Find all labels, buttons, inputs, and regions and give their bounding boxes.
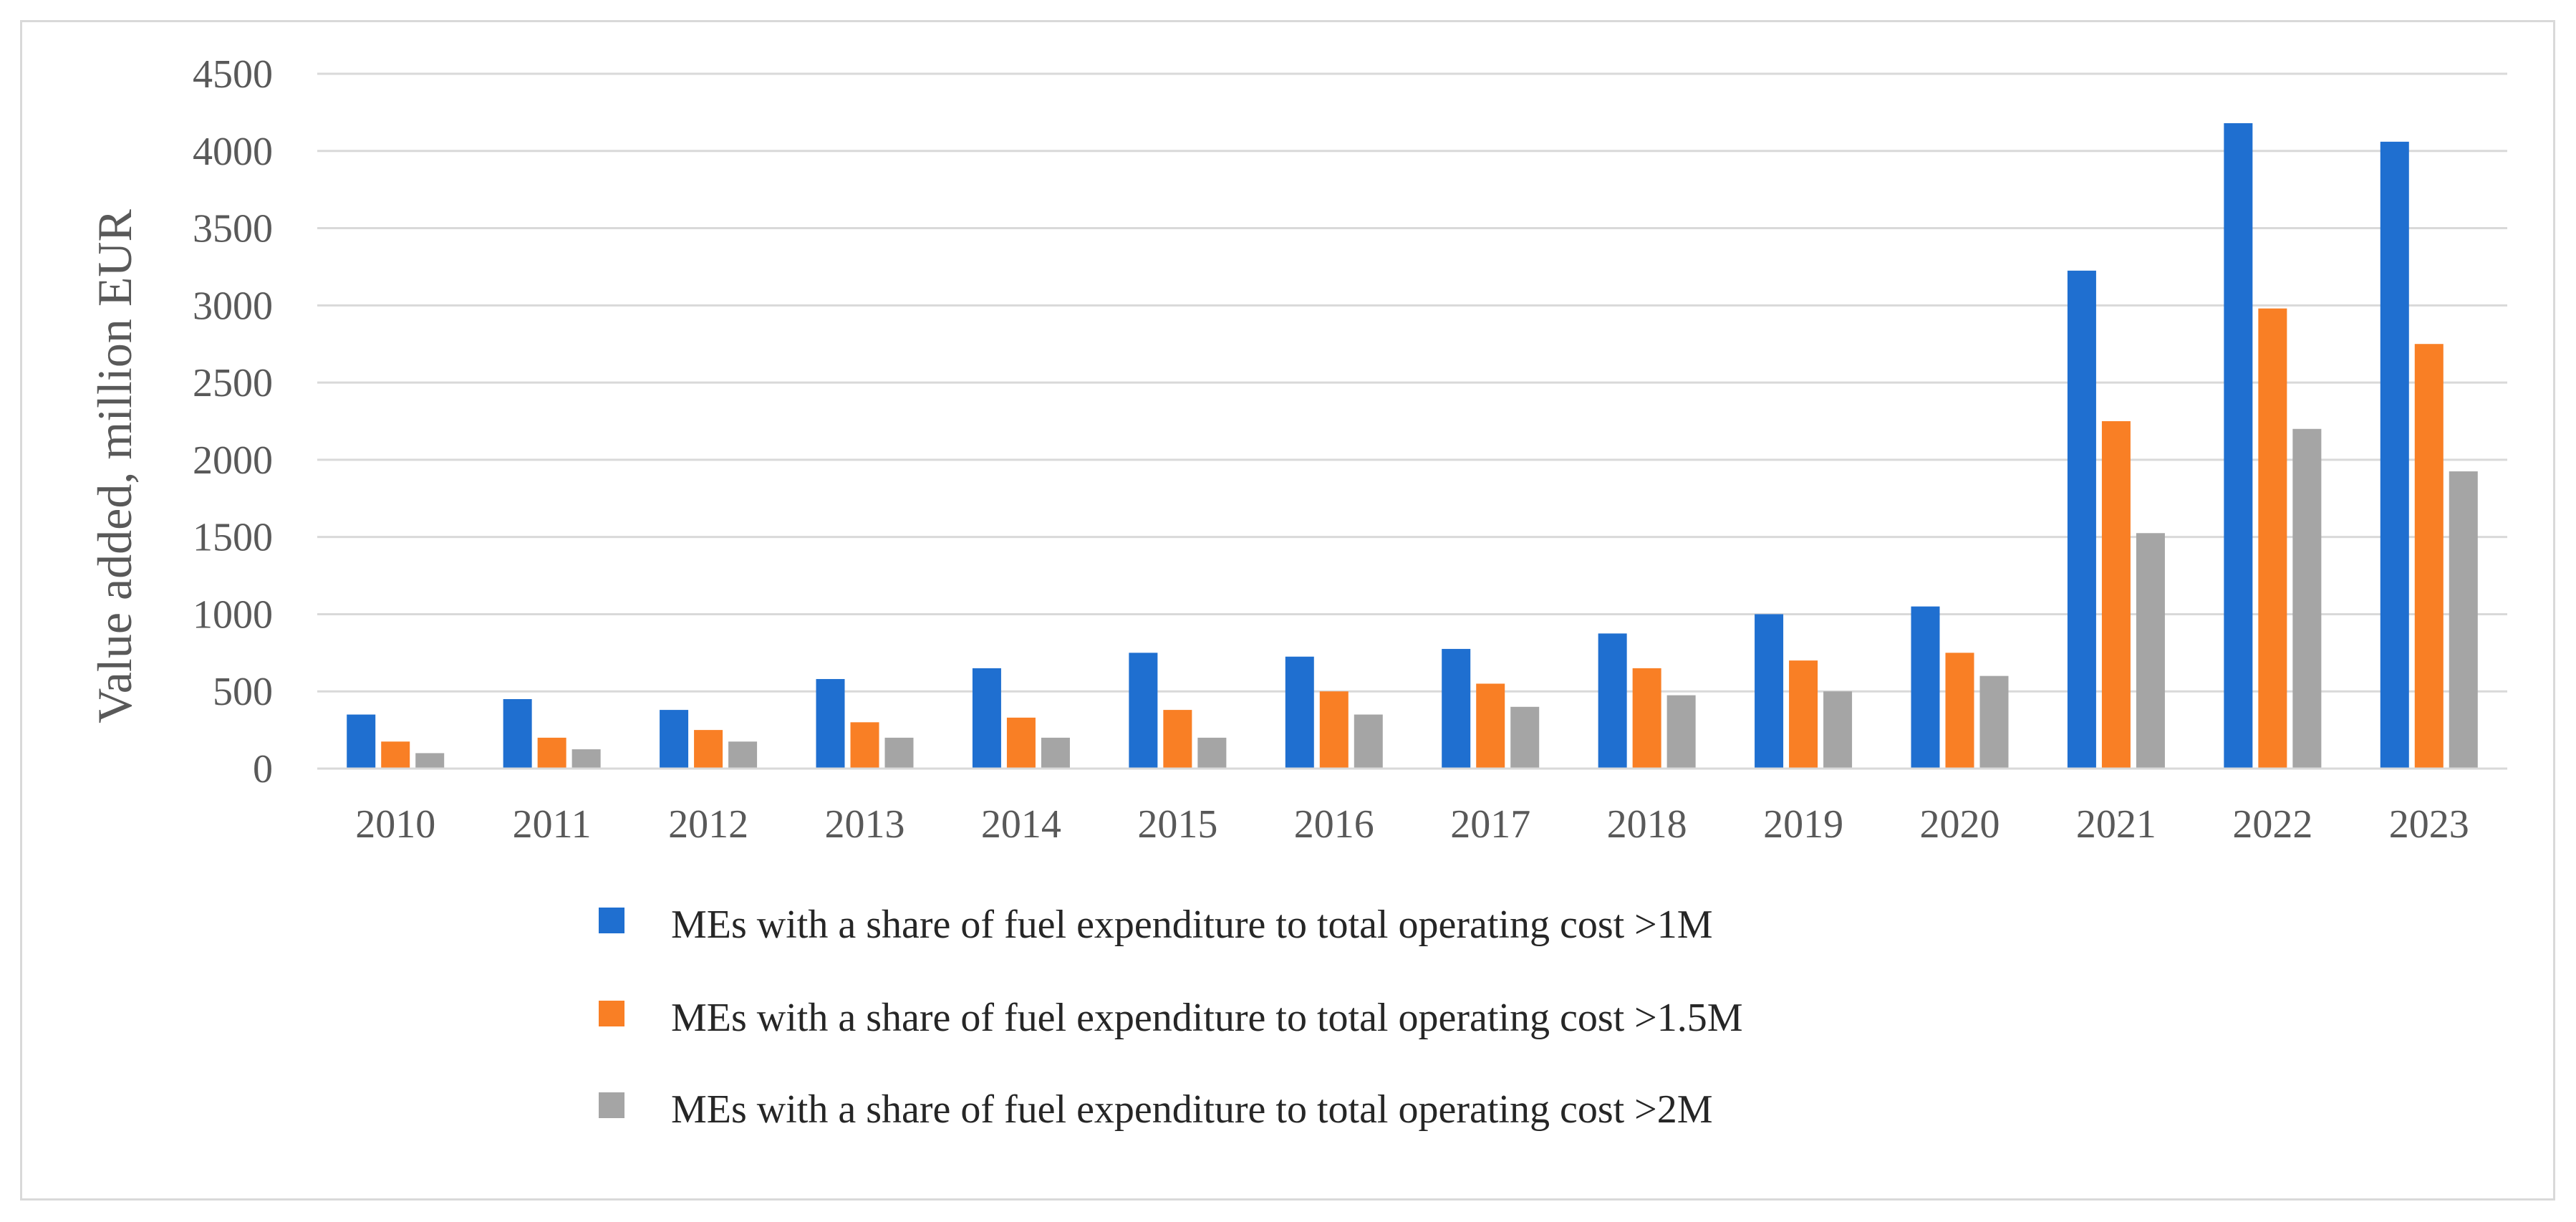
y-tick-labels: 0 500 1000 1500 2000 2500 3000 3500 4000 4500 xyxy=(193,52,273,792)
x-tick-label: 2017 xyxy=(1450,802,1530,847)
bar-2022-series-2 xyxy=(2258,308,2287,769)
bar-2019-series-3 xyxy=(1823,691,1853,769)
bar-2013-series-3 xyxy=(884,737,914,769)
bar-2021-series-1 xyxy=(2067,270,2096,769)
bar-2013-series-2 xyxy=(850,722,879,769)
bar-2014-series-3 xyxy=(1041,737,1070,769)
legend-label-3: MEs with a share of fuel expenditure to … xyxy=(671,1087,1713,1132)
y-tick-label: 1500 xyxy=(193,516,273,560)
gridlines xyxy=(317,72,2507,693)
bar-2011-series-3 xyxy=(571,749,601,769)
y-tick-label: 2500 xyxy=(193,361,273,405)
y-tick-label: 500 xyxy=(213,670,273,714)
y-tick-label: 1000 xyxy=(193,592,273,637)
bar-2022-series-1 xyxy=(2224,122,2253,769)
legend: MEs with a share of fuel expenditure to … xyxy=(599,903,1743,1132)
bar-2019-series-1 xyxy=(1755,614,1784,769)
bar-2014-series-2 xyxy=(1006,717,1036,769)
bar-2012-series-1 xyxy=(660,710,689,769)
x-tick-label: 2011 xyxy=(513,802,592,847)
bar-2011-series-1 xyxy=(503,699,532,769)
bar-2020-series-1 xyxy=(1911,606,1940,769)
x-tick-label: 2010 xyxy=(355,802,435,847)
bar-2016-series-1 xyxy=(1285,656,1314,769)
bar-2012-series-2 xyxy=(694,730,723,769)
bar-2017-series-1 xyxy=(1442,648,1471,769)
bar-2013-series-1 xyxy=(816,678,845,769)
bar-2020-series-3 xyxy=(1979,675,2009,769)
y-tick-label: 0 xyxy=(253,747,273,792)
x-tick-label: 2020 xyxy=(1920,802,2000,847)
x-tick-label: 2023 xyxy=(2389,802,2469,847)
bar-2021-series-2 xyxy=(2101,421,2131,769)
legend-swatch-2 xyxy=(599,1001,624,1026)
bar-2017-series-3 xyxy=(1510,706,1540,769)
bar-2016-series-2 xyxy=(1319,691,1349,769)
y-tick-label: 2000 xyxy=(193,438,273,483)
x-tick-label: 2022 xyxy=(2232,802,2312,847)
bar-2021-series-3 xyxy=(2136,533,2165,769)
bar-2015-series-2 xyxy=(1163,710,1192,769)
x-tick-label: 2019 xyxy=(1763,802,1843,847)
x-tick-label: 2012 xyxy=(668,802,748,847)
bars xyxy=(347,122,2478,769)
x-tick-label: 2013 xyxy=(825,802,905,847)
chart-frame: 0 500 1000 1500 2000 2500 3000 3500 4000 4500 201… xyxy=(20,20,2555,1201)
y-tick-label: 4000 xyxy=(193,130,273,174)
legend-label-2: MEs with a share of fuel expenditure to … xyxy=(671,996,1743,1040)
legend-label-1: MEs with a share of fuel expenditure to … xyxy=(671,903,1713,947)
x-tick-label: 2016 xyxy=(1294,802,1374,847)
bar-2012-series-3 xyxy=(728,741,758,769)
x-tick-label: 2018 xyxy=(1607,802,1687,847)
bar-2014-series-1 xyxy=(972,668,1001,769)
x-tick-label: 2015 xyxy=(1137,802,1217,847)
bar-2015-series-3 xyxy=(1197,737,1227,769)
bar-2011-series-2 xyxy=(537,737,566,769)
x-tick-label: 2021 xyxy=(2076,802,2156,847)
bar-2010-series-2 xyxy=(381,741,410,769)
bar-2022-series-3 xyxy=(2292,428,2322,769)
bar-2016-series-3 xyxy=(1354,714,1383,769)
y-tick-label: 4500 xyxy=(193,52,273,97)
bar-2023-series-1 xyxy=(2380,141,2409,769)
bar-2020-series-2 xyxy=(1945,653,1974,769)
y-tick-label: 3000 xyxy=(193,284,273,328)
bar-2017-series-2 xyxy=(1476,683,1505,769)
bar-2023-series-3 xyxy=(2449,471,2478,769)
bar-2023-series-2 xyxy=(2414,344,2444,769)
bar-2010-series-3 xyxy=(415,753,445,769)
bar-2019-series-2 xyxy=(1789,660,1818,769)
legend-swatch-3 xyxy=(599,1092,624,1118)
legend-swatch-1 xyxy=(599,908,624,933)
bar-2015-series-1 xyxy=(1129,653,1158,769)
bar-2018-series-1 xyxy=(1598,633,1627,769)
x-tick-label: 2014 xyxy=(981,802,1061,847)
y-tick-label: 3500 xyxy=(193,207,273,251)
chart-svg: 0 500 1000 1500 2000 2500 3000 3500 4000 4500 201… xyxy=(87,52,2507,1132)
bar-2018-series-2 xyxy=(1632,668,1661,769)
bar-2010-series-1 xyxy=(347,714,376,769)
bar-2018-series-3 xyxy=(1666,695,1696,769)
x-tick-labels: 2010 2011 2012 2013 2014 2015 2016 2017 2018 2019… xyxy=(355,802,2469,847)
y-axis-title: Value added, million EUR xyxy=(87,209,142,723)
